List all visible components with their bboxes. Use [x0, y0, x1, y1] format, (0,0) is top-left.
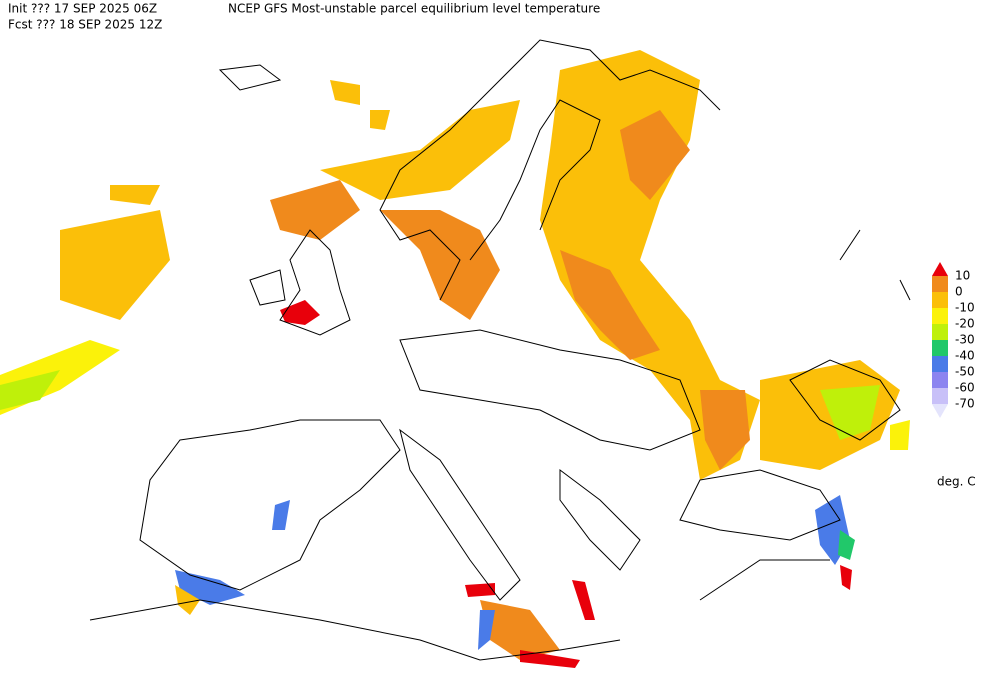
coastlines	[89, 39, 911, 661]
legend-label: -30	[955, 333, 975, 347]
legend-swatch	[932, 356, 948, 372]
legend-swatch	[932, 292, 948, 308]
legend-swatch	[932, 372, 948, 388]
legend-swatch	[932, 276, 948, 292]
field-shading	[0, 50, 910, 668]
legend: 10 0 -10 -20 -30 -40 -50 -60 -70	[932, 262, 975, 418]
legend-label: -10	[955, 301, 975, 315]
legend-label: 0	[955, 285, 963, 299]
legend-units: deg. C	[937, 475, 976, 489]
legend-label: -60	[955, 381, 975, 395]
legend-label: 10	[955, 269, 970, 283]
init-time: Init ??? 17 SEP 2025 06Z	[8, 2, 157, 16]
legend-label: -20	[955, 317, 975, 331]
legend-swatch	[932, 388, 948, 404]
legend-swatch	[932, 262, 948, 276]
legend-swatch	[932, 340, 948, 356]
legend-swatch	[932, 404, 948, 418]
legend-label: -40	[955, 349, 975, 363]
legend-swatch	[932, 308, 948, 324]
legend-label: -70	[955, 397, 975, 411]
forecast-time: Fcst ??? 18 SEP 2025 12Z	[8, 18, 162, 32]
legend-label: -50	[955, 365, 975, 379]
legend-swatch	[932, 324, 948, 340]
map-title: NCEP GFS Most-unstable parcel equilibriu…	[228, 2, 600, 16]
